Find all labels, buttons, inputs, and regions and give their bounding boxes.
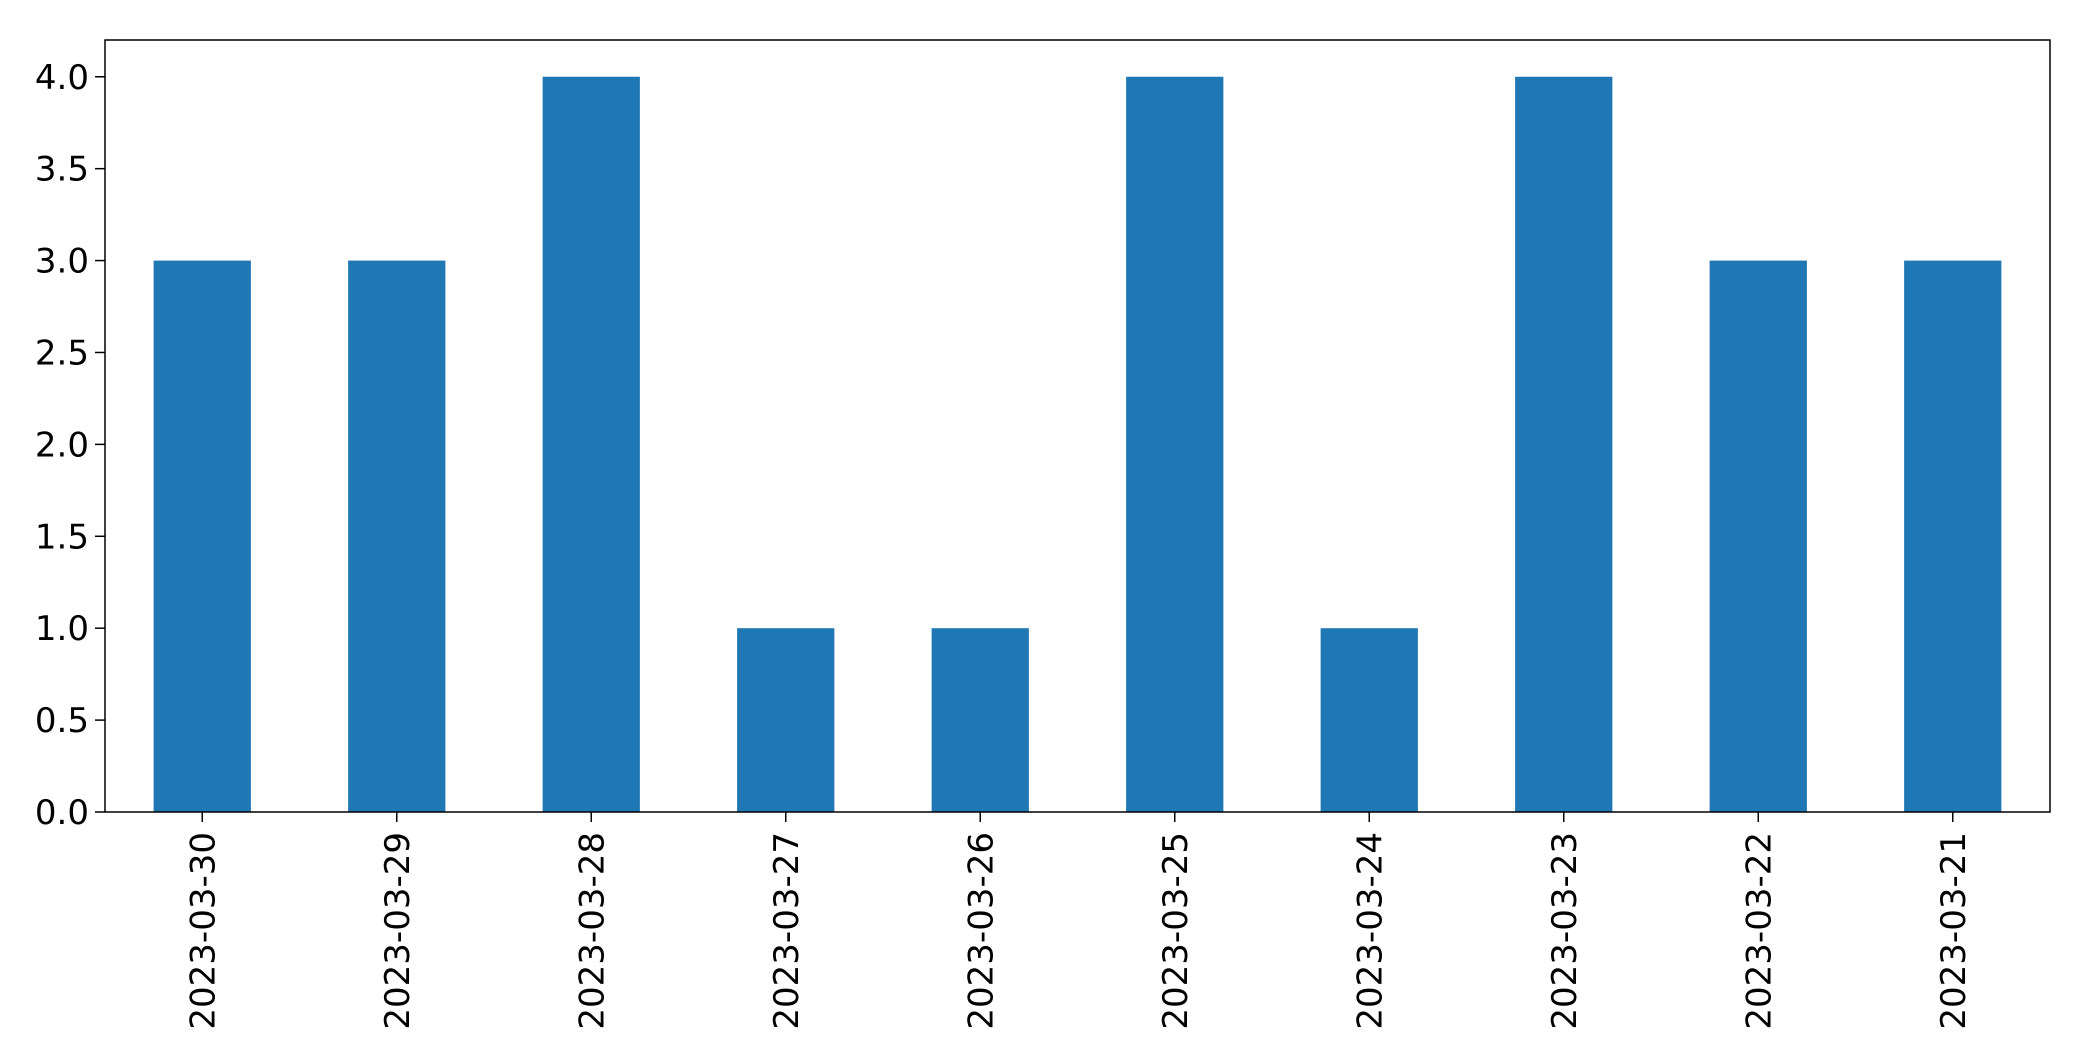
bars-layer [153,76,2002,813]
x-tick-label: 2023-03-26 [961,832,1001,1030]
x-tick-label: 2023-03-27 [767,832,807,1030]
x-tick-label: 2023-03-22 [1739,832,1779,1030]
bar-2023-03-30 [153,260,251,813]
y-tick-label: 0.0 [35,793,89,833]
x-tick-label: 2023-03-21 [1934,832,1974,1030]
bar-2023-03-23 [1515,76,1613,812]
bar-2023-03-27 [737,628,835,812]
plot-frame [104,39,2051,813]
bar-2023-03-21 [1904,260,2002,813]
bar-2023-03-25 [1126,76,1224,812]
x-tick-label: 2023-03-23 [1545,832,1585,1030]
y-tick-label: 3.0 [35,242,89,282]
y-tick-label: 1.5 [35,517,89,557]
x-tick-label: 2023-03-30 [183,832,223,1030]
x-tick-label: 2023-03-28 [572,832,612,1030]
y-tick-label: 2.5 [35,333,89,373]
x-tick-label: 2023-03-29 [378,832,418,1030]
bar-2023-03-24 [1320,628,1418,812]
bar-2023-03-22 [1709,260,1807,813]
y-tick-label: 0.5 [35,701,89,741]
bar-2023-03-26 [931,628,1029,812]
y-axis: 0.0 0.5 1.0 1.5 2.0 2.5 3.0 3.5 4.0 [35,58,105,833]
y-tick-label: 3.5 [35,150,89,190]
bar-2023-03-29 [348,260,446,813]
x-tick-label: 2023-03-24 [1350,832,1390,1030]
x-tick-label: 2023-03-25 [1156,832,1196,1030]
bar-2023-03-28 [542,76,640,812]
y-tick-label: 4.0 [35,58,89,98]
y-tick-label: 1.0 [35,609,89,649]
x-axis: 2023-03-30 2023-03-29 2023-03-28 2023-03-27… [183,812,1974,1030]
y-tick-label: 2.0 [35,425,89,465]
